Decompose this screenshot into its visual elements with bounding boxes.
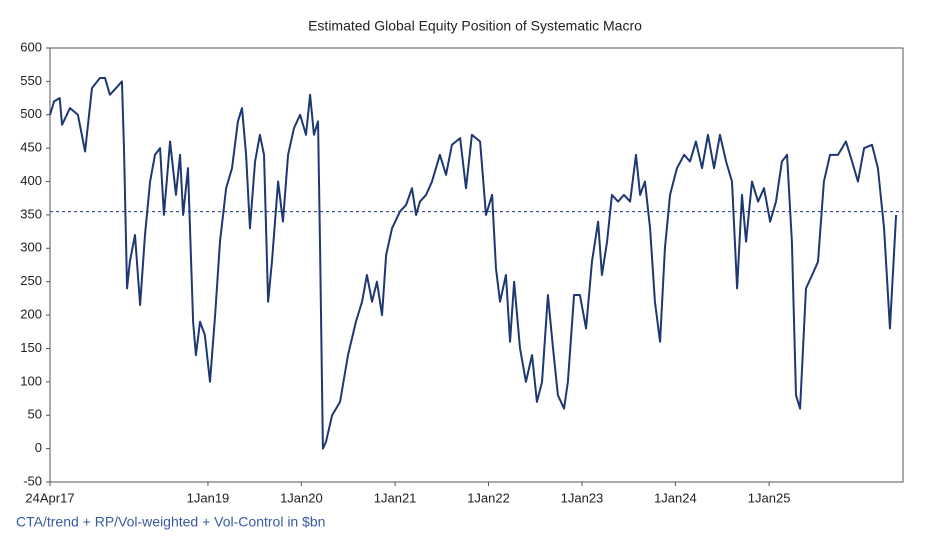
footnote: CTA/trend + RP/Vol-weighted + Vol-Contro… bbox=[16, 514, 325, 530]
y-tick-label: 350 bbox=[20, 206, 42, 221]
x-tick-label: 1Jan20 bbox=[280, 490, 323, 505]
x-tick-label: 24Apr17 bbox=[25, 490, 74, 505]
x-tick-label: 1Jan25 bbox=[748, 490, 791, 505]
x-tick-label: 1Jan24 bbox=[654, 490, 697, 505]
y-tick-label: 300 bbox=[20, 240, 42, 255]
x-tick-label: 1Jan19 bbox=[187, 490, 230, 505]
x-tick-label: 1Jan21 bbox=[374, 490, 417, 505]
y-tick-label: 50 bbox=[28, 407, 42, 422]
y-tick-label: 500 bbox=[20, 106, 42, 121]
x-tick-label: 1Jan23 bbox=[561, 490, 604, 505]
y-tick-label: 100 bbox=[20, 373, 42, 388]
y-tick-label: 250 bbox=[20, 273, 42, 288]
y-tick-label: 550 bbox=[20, 73, 42, 88]
chart-title: Estimated Global Equity Position of Syst… bbox=[308, 18, 642, 34]
y-tick-label: -50 bbox=[23, 473, 42, 488]
y-tick-label: 600 bbox=[20, 39, 42, 54]
y-tick-label: 450 bbox=[20, 140, 42, 155]
y-tick-label: 200 bbox=[20, 307, 42, 322]
data-line bbox=[49, 77, 898, 450]
y-tick-label: 150 bbox=[20, 340, 42, 355]
x-tick-label: 1Jan22 bbox=[467, 490, 510, 505]
y-tick-label: 0 bbox=[35, 440, 42, 455]
plot-frame bbox=[49, 47, 904, 483]
y-tick-label: 400 bbox=[20, 173, 42, 188]
